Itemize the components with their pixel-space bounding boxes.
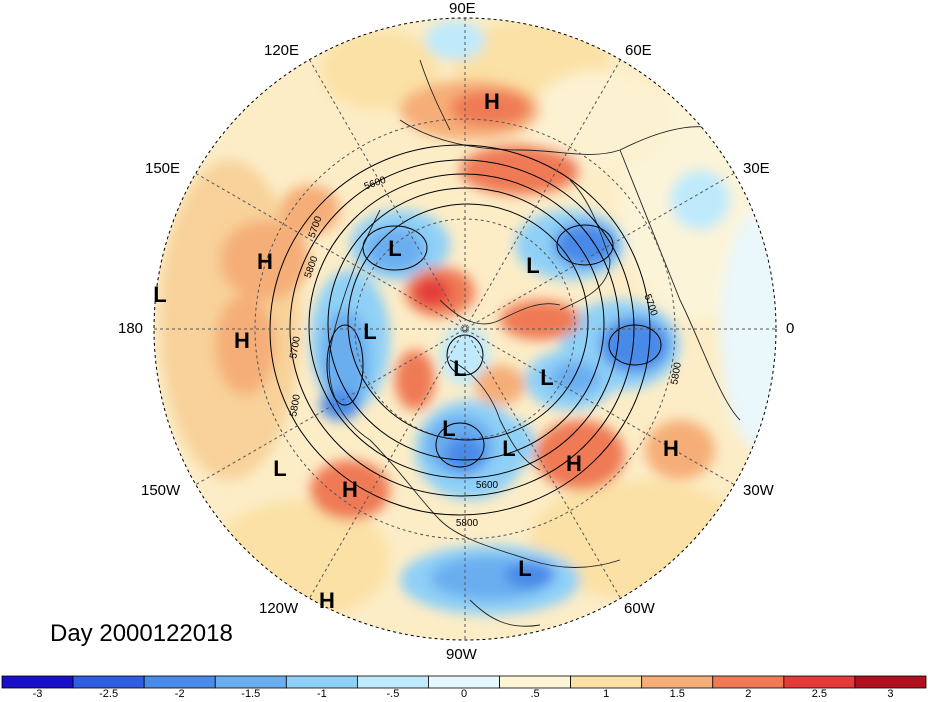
graticule <box>154 18 776 640</box>
low-pressure-label: L <box>273 456 286 481</box>
lon-label-90w: 90W <box>446 646 477 663</box>
low-pressure-label: L <box>540 365 553 390</box>
contour-value-label: 5800 <box>669 361 684 385</box>
colorbar-swatch <box>143 675 216 689</box>
lon-label-120e: 120E <box>264 42 300 59</box>
colorbar-tick-label: 0 <box>460 688 468 700</box>
colorbar-tick-label: -1.5 <box>241 688 261 700</box>
lon-label-60e: 60E <box>625 42 652 59</box>
lon-label-30e: 30E <box>743 160 770 177</box>
colorbar-swatch <box>72 675 145 689</box>
lon-label-30w: 30W <box>743 482 774 499</box>
high-pressure-label: H <box>319 588 335 613</box>
colorbar-tick-label: -2 <box>174 688 185 700</box>
colorbar-swatch <box>214 675 287 689</box>
colorbar-tick-label: 1 <box>603 688 610 700</box>
colorbar-tick-label: -.5 <box>386 688 400 700</box>
colorbar <box>1 675 927 689</box>
colorbar-swatch <box>570 675 643 689</box>
colorbar-swatch <box>641 675 714 689</box>
colorbar-tick-label: -1 <box>316 688 327 700</box>
colorbar-swatch <box>499 675 572 689</box>
lon-label-90e: 90E <box>449 0 476 17</box>
high-pressure-label: H <box>566 451 582 476</box>
contour-value-label: 5800 <box>288 393 303 417</box>
low-pressure-label: L <box>526 253 539 278</box>
colorbar-swatch <box>712 675 785 689</box>
colorbar-swatch <box>1 675 74 689</box>
lon-label-60w: 60W <box>624 600 655 617</box>
low-pressure-label: L <box>518 556 531 581</box>
colorbar-tick-label: 1.5 <box>669 688 685 700</box>
colorbar-swatch <box>356 675 429 689</box>
colorbar-swatch <box>428 675 500 689</box>
day-title: Day 2000122018 <box>50 620 233 647</box>
lon-label-120w: 120W <box>259 600 299 617</box>
low-pressure-label: L <box>388 236 401 261</box>
colorbar-tick-label: 2 <box>745 688 752 700</box>
height-contours <box>269 144 662 516</box>
colorbar-tick-label: .5 <box>530 688 540 700</box>
low-pressure-label: L <box>453 356 466 381</box>
lon-label-180: 180 <box>118 320 144 337</box>
map-boundary <box>153 17 777 641</box>
high-pressure-label: H <box>484 89 500 114</box>
pressure-centers: H H L H L L L L L L L H H H L H L <box>153 89 679 613</box>
colorbar-tick-label: 2.5 <box>811 688 828 700</box>
lon-label-150w: 150W <box>141 482 181 499</box>
colorbar-tick-label: 3 <box>887 688 894 700</box>
low-pressure-label: L <box>442 416 455 441</box>
colorbar-tick-label: -2.5 <box>99 688 119 700</box>
contour-value-label: 5800 <box>456 518 479 529</box>
high-pressure-label: H <box>342 477 358 502</box>
high-pressure-label: H <box>257 249 273 274</box>
low-pressure-label: L <box>502 436 515 461</box>
high-pressure-label: H <box>234 328 250 353</box>
lon-label-150e: 150E <box>145 160 181 177</box>
low-pressure-label: L <box>363 319 376 344</box>
contour-value-label: 5600 <box>476 480 499 491</box>
colorbar-swatch <box>854 675 927 689</box>
low-pressure-label: L <box>153 282 166 307</box>
lon-label-0: 0 <box>786 320 795 337</box>
high-pressure-label: H <box>663 436 679 461</box>
colorbar-swatch <box>285 675 358 689</box>
anomaly-field <box>154 18 776 640</box>
colorbar-swatch <box>783 675 856 689</box>
colorbar-tick-label: -3 <box>32 688 43 700</box>
contour-value-label: 5700 <box>288 335 303 359</box>
